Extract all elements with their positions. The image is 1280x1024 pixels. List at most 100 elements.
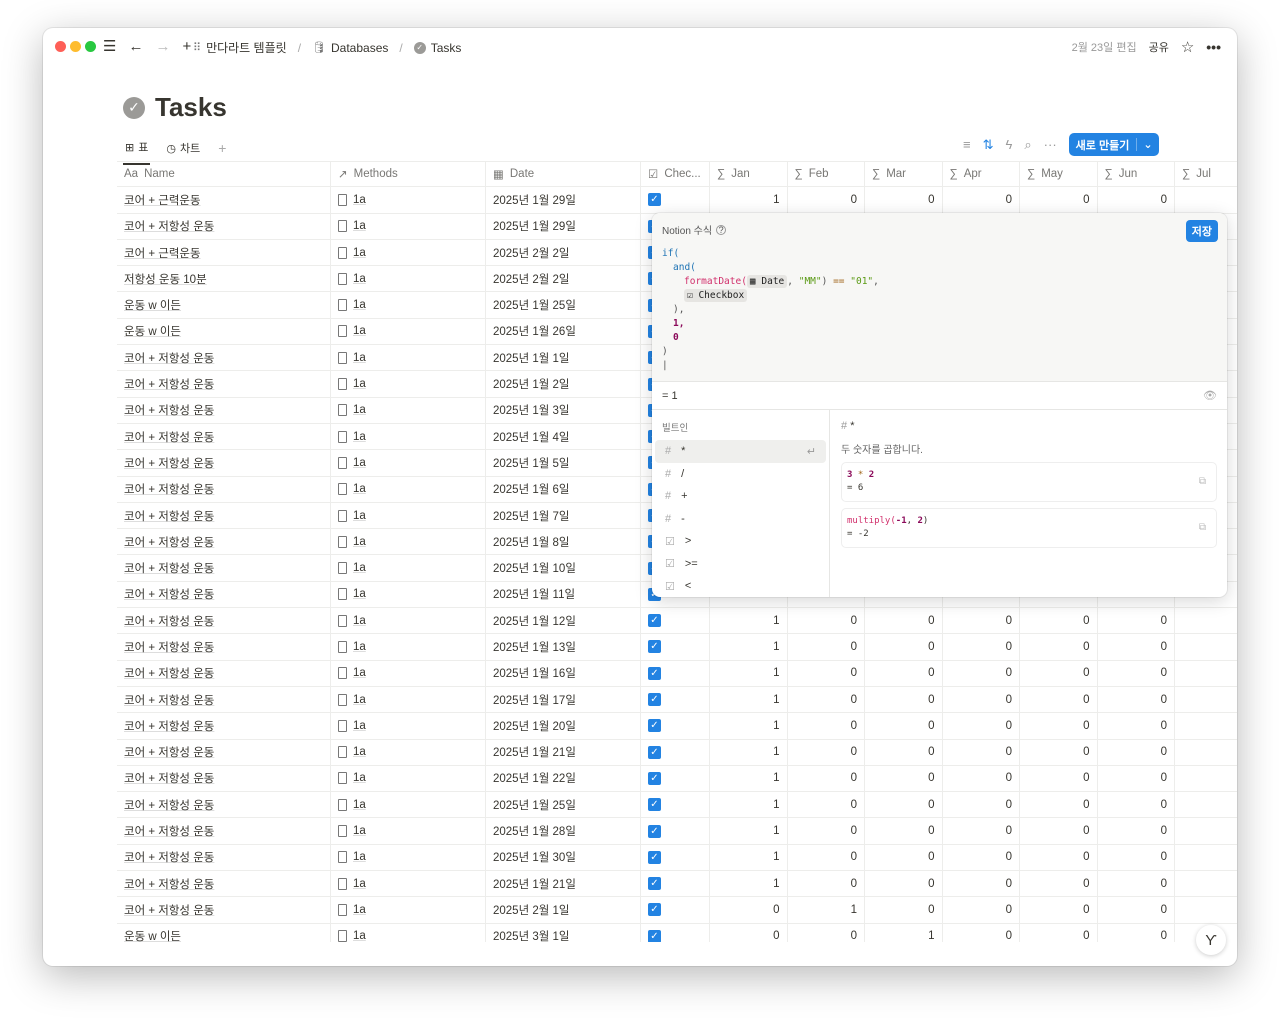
formula-help-button[interactable]: ϒ [1196,925,1226,955]
date-cell[interactable]: 2025년 1월 25일 [486,792,641,818]
copy-icon[interactable]: ⧉ [1198,476,1206,487]
month-formula-cell[interactable] [1175,634,1236,659]
date-cell[interactable]: 2025년 2월 1일 [486,897,641,923]
month-formula-cell[interactable]: 0 [1020,897,1098,923]
task-name[interactable]: 코어 + 저항성 운동 [124,799,215,812]
date-cell[interactable]: 2025년 1월 30일 [486,844,641,871]
checkbox-cell[interactable]: ✓ [641,686,710,713]
checkbox-checked[interactable]: ✓ [648,929,661,942]
method-link[interactable]: 1a [353,588,366,601]
month-formula-cell[interactable]: 1 [710,739,788,765]
month-formula-cell[interactable]: 0 [1020,871,1098,897]
date-cell[interactable]: 2025년 1월 7일 [486,502,641,529]
month-formula-cell[interactable]: 0 [943,686,1020,713]
month-formula-cell[interactable] [1175,792,1236,817]
checkbox-checked[interactable]: ✓ [648,640,661,654]
search-icon[interactable]: ⌕ [1024,136,1032,152]
close-window-button[interactable] [55,41,66,52]
month-formula-cell[interactable]: 1 [710,187,788,213]
methods-cell[interactable]: 1a [331,423,486,450]
month-formula-cell[interactable]: 0 [865,608,943,634]
filter-icon[interactable]: ≡ [963,137,971,152]
table-row[interactable]: 코어 + 저항성 운동 1a 2025년 1월 28일 ✓ 1 0 0 0 0 0 [117,818,1237,845]
month-formula-cell[interactable]: 0 [1020,187,1098,213]
month-formula-cell[interactable]: 0 [788,792,865,818]
task-name[interactable]: 운동 w 이든 [124,300,182,313]
name-cell[interactable]: 코어 + 저항성 운동 [117,581,331,608]
month-formula-cell[interactable]: 0 [788,844,865,871]
checkbox-checked[interactable]: ✓ [648,798,661,812]
column-header[interactable]: Aa Name [117,162,331,187]
name-cell[interactable]: 코어 + 저항성 운동 [117,502,331,529]
method-link[interactable]: 1a [353,825,366,838]
date-cell[interactable]: 2025년 1월 11일 [486,581,641,608]
month-formula-cell[interactable]: 0 [1020,686,1098,713]
month-formula-cell[interactable]: 0 [1020,713,1098,739]
formula-code[interactable]: if( and( formatDate(▦ Date, "MM") == "01… [662,248,879,371]
date-cell[interactable]: 2025년 1월 29일 [486,187,641,213]
month-formula-cell[interactable]: 1 [710,686,788,713]
builtin-item[interactable]: # - [655,508,826,531]
breadcrumb-template[interactable]: 만다라트 템플릿 [206,41,287,55]
method-link[interactable]: 1a [353,614,366,627]
methods-cell[interactable]: 1a [331,792,486,818]
date-cell[interactable]: 2025년 1월 8일 [486,529,641,555]
builtin-item[interactable]: ☑ < [655,575,826,597]
month-formula-cell[interactable]: 1 [710,713,788,739]
checkbox-cell[interactable]: ✓ [641,792,710,818]
date-cell[interactable]: 2025년 1월 1일 [486,345,641,371]
checkbox-cell[interactable]: ✓ [641,660,710,686]
methods-cell[interactable]: 1a [331,897,486,923]
table-row[interactable]: 운동 w 이든 1a 2025년 3월 1일 ✓ 0 0 1 0 0 0 [117,923,1237,942]
month-formula-cell[interactable] [1175,740,1236,765]
method-link[interactable]: 1a [353,903,366,916]
table-row[interactable]: 코어 + 근력운동 1a 2025년 1월 29일 ✓ 1 0 0 0 0 0 [117,187,1237,214]
date-cell[interactable]: 2025년 3월 1일 [486,923,641,942]
month-formula-cell[interactable]: 0 [865,739,943,765]
month-formula-cell[interactable] [1175,713,1236,738]
date-property-chip[interactable]: ▦ Date [746,275,788,288]
month-formula-cell[interactable]: 1 [710,818,788,844]
name-cell[interactable]: 코어 + 근력운동 [117,187,331,213]
methods-cell[interactable]: 1a [331,397,486,423]
month-formula-cell[interactable]: 0 [943,897,1020,923]
task-name[interactable]: 코어 + 저항성 운동 [124,510,215,523]
table-row[interactable]: 코어 + 저항성 운동 1a 2025년 1월 12일 ✓ 1 0 0 0 0 0 [117,608,1237,635]
month-formula-cell[interactable]: 0 [1098,686,1175,713]
tab-table[interactable]: ⊞ 표 [123,135,151,165]
methods-cell[interactable]: 1a [331,187,486,213]
methods-cell[interactable]: 1a [331,713,486,739]
month-formula-cell[interactable]: 0 [1098,897,1175,923]
checkbox-checked[interactable]: ✓ [648,745,661,759]
date-cell[interactable]: 2025년 2월 2일 [486,266,641,292]
task-name[interactable]: 코어 + 저항성 운동 [124,352,215,365]
month-formula-cell[interactable] [1175,845,1236,870]
checkbox-cell[interactable]: ✓ [641,608,710,634]
methods-cell[interactable]: 1a [331,608,486,634]
month-formula-cell[interactable]: 0 [710,923,788,942]
month-formula-cell[interactable]: 0 [865,818,943,844]
task-name[interactable]: 코어 + 저항성 운동 [124,904,215,917]
methods-cell[interactable]: 1a [331,634,486,660]
method-link[interactable]: 1a [353,535,366,548]
name-cell[interactable]: 코어 + 저항성 운동 [117,818,331,844]
month-formula-cell[interactable]: 0 [943,871,1020,897]
month-formula-cell[interactable]: 1 [710,792,788,818]
month-formula-cell[interactable]: 0 [788,686,865,713]
month-formula-cell[interactable]: 0 [943,818,1020,844]
checkbox-checked[interactable]: ✓ [648,824,661,838]
page-title-text[interactable]: Tasks [155,92,227,122]
name-cell[interactable]: 코어 + 저항성 운동 [117,686,331,713]
task-name[interactable]: 코어 + 저항성 운동 [124,747,215,760]
month-formula-cell[interactable]: 0 [865,634,943,660]
month-formula-cell[interactable]: 0 [788,608,865,634]
methods-cell[interactable]: 1a [331,292,486,318]
table-row[interactable]: 코어 + 저항성 운동 1a 2025년 2월 1일 ✓ 0 1 0 0 0 0 [117,897,1237,924]
star-icon[interactable]: ☆ [1180,39,1195,56]
name-cell[interactable]: 코어 + 저항성 운동 [117,397,331,423]
method-link[interactable]: 1a [353,640,366,653]
methods-cell[interactable]: 1a [331,239,486,266]
name-cell[interactable]: 운동 w 이든 [117,318,331,345]
table-row[interactable]: 코어 + 저항성 운동 1a 2025년 1월 20일 ✓ 1 0 0 0 0 0 [117,713,1237,740]
month-formula-cell[interactable] [1175,818,1236,843]
